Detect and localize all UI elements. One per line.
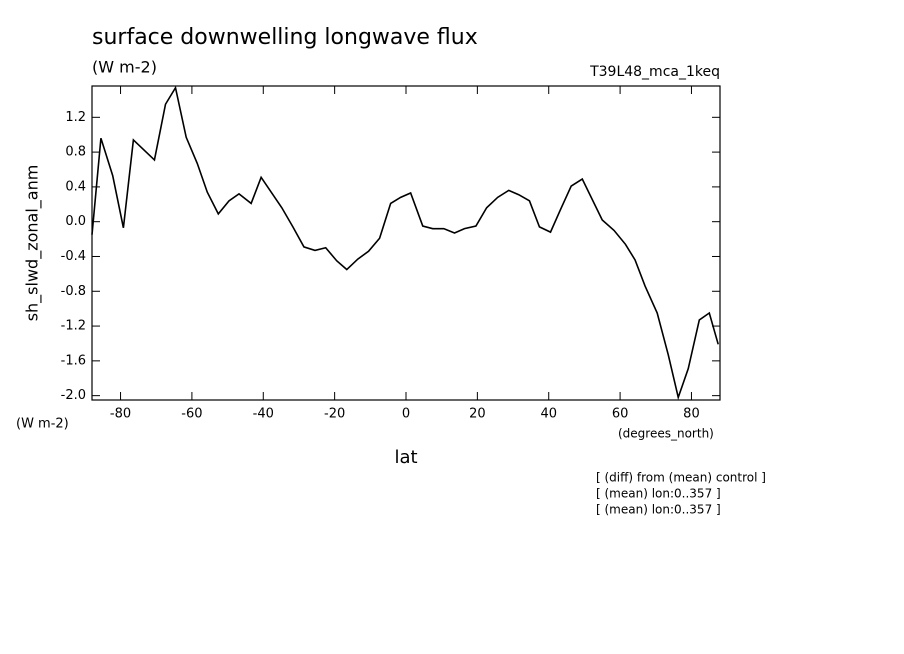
y-tick-label: -2.0 <box>61 388 86 403</box>
note: [ (mean) lon:0..357 ] <box>596 487 721 501</box>
x-tick-label: 20 <box>469 407 486 422</box>
y-tick-label: 0.8 <box>65 145 86 160</box>
x-tick-label: 40 <box>540 407 557 422</box>
y-units: (W m-2) <box>16 417 69 432</box>
x-units: (degrees_north) <box>618 427 714 441</box>
y-tick-label: -1.2 <box>61 319 86 334</box>
x-tick-label: -60 <box>181 407 202 422</box>
plot-frame <box>91 85 721 401</box>
x-tick-label: -80 <box>110 407 131 422</box>
y-tick-label: 1.2 <box>65 110 86 125</box>
x-tick-label: -40 <box>253 407 274 422</box>
x-tick-label: 0 <box>402 407 410 422</box>
y-tick-label: 0.4 <box>65 179 86 194</box>
run-label: T39L48_mca_1keq <box>589 64 720 80</box>
y-tick-label: 0.0 <box>65 214 86 229</box>
x-tick-label: 60 <box>612 407 629 422</box>
x-axis-label: lat <box>394 447 417 468</box>
y-axis-label: sh_slwd_zonal_anm <box>23 165 43 322</box>
note: [ (diff) from (mean) control ] <box>596 471 766 485</box>
x-tick-label: 80 <box>683 407 700 422</box>
y-tick-label: -1.6 <box>61 353 86 368</box>
note: [ (mean) lon:0..357 ] <box>596 503 721 517</box>
y-tick-label: -0.4 <box>61 249 86 264</box>
chart-subtitle: (W m-2) <box>92 58 157 77</box>
x-tick-label: -20 <box>324 407 345 422</box>
chart-title: surface downwelling longwave flux <box>92 25 478 50</box>
data-line <box>91 85 719 401</box>
y-tick-label: -0.8 <box>61 284 86 299</box>
